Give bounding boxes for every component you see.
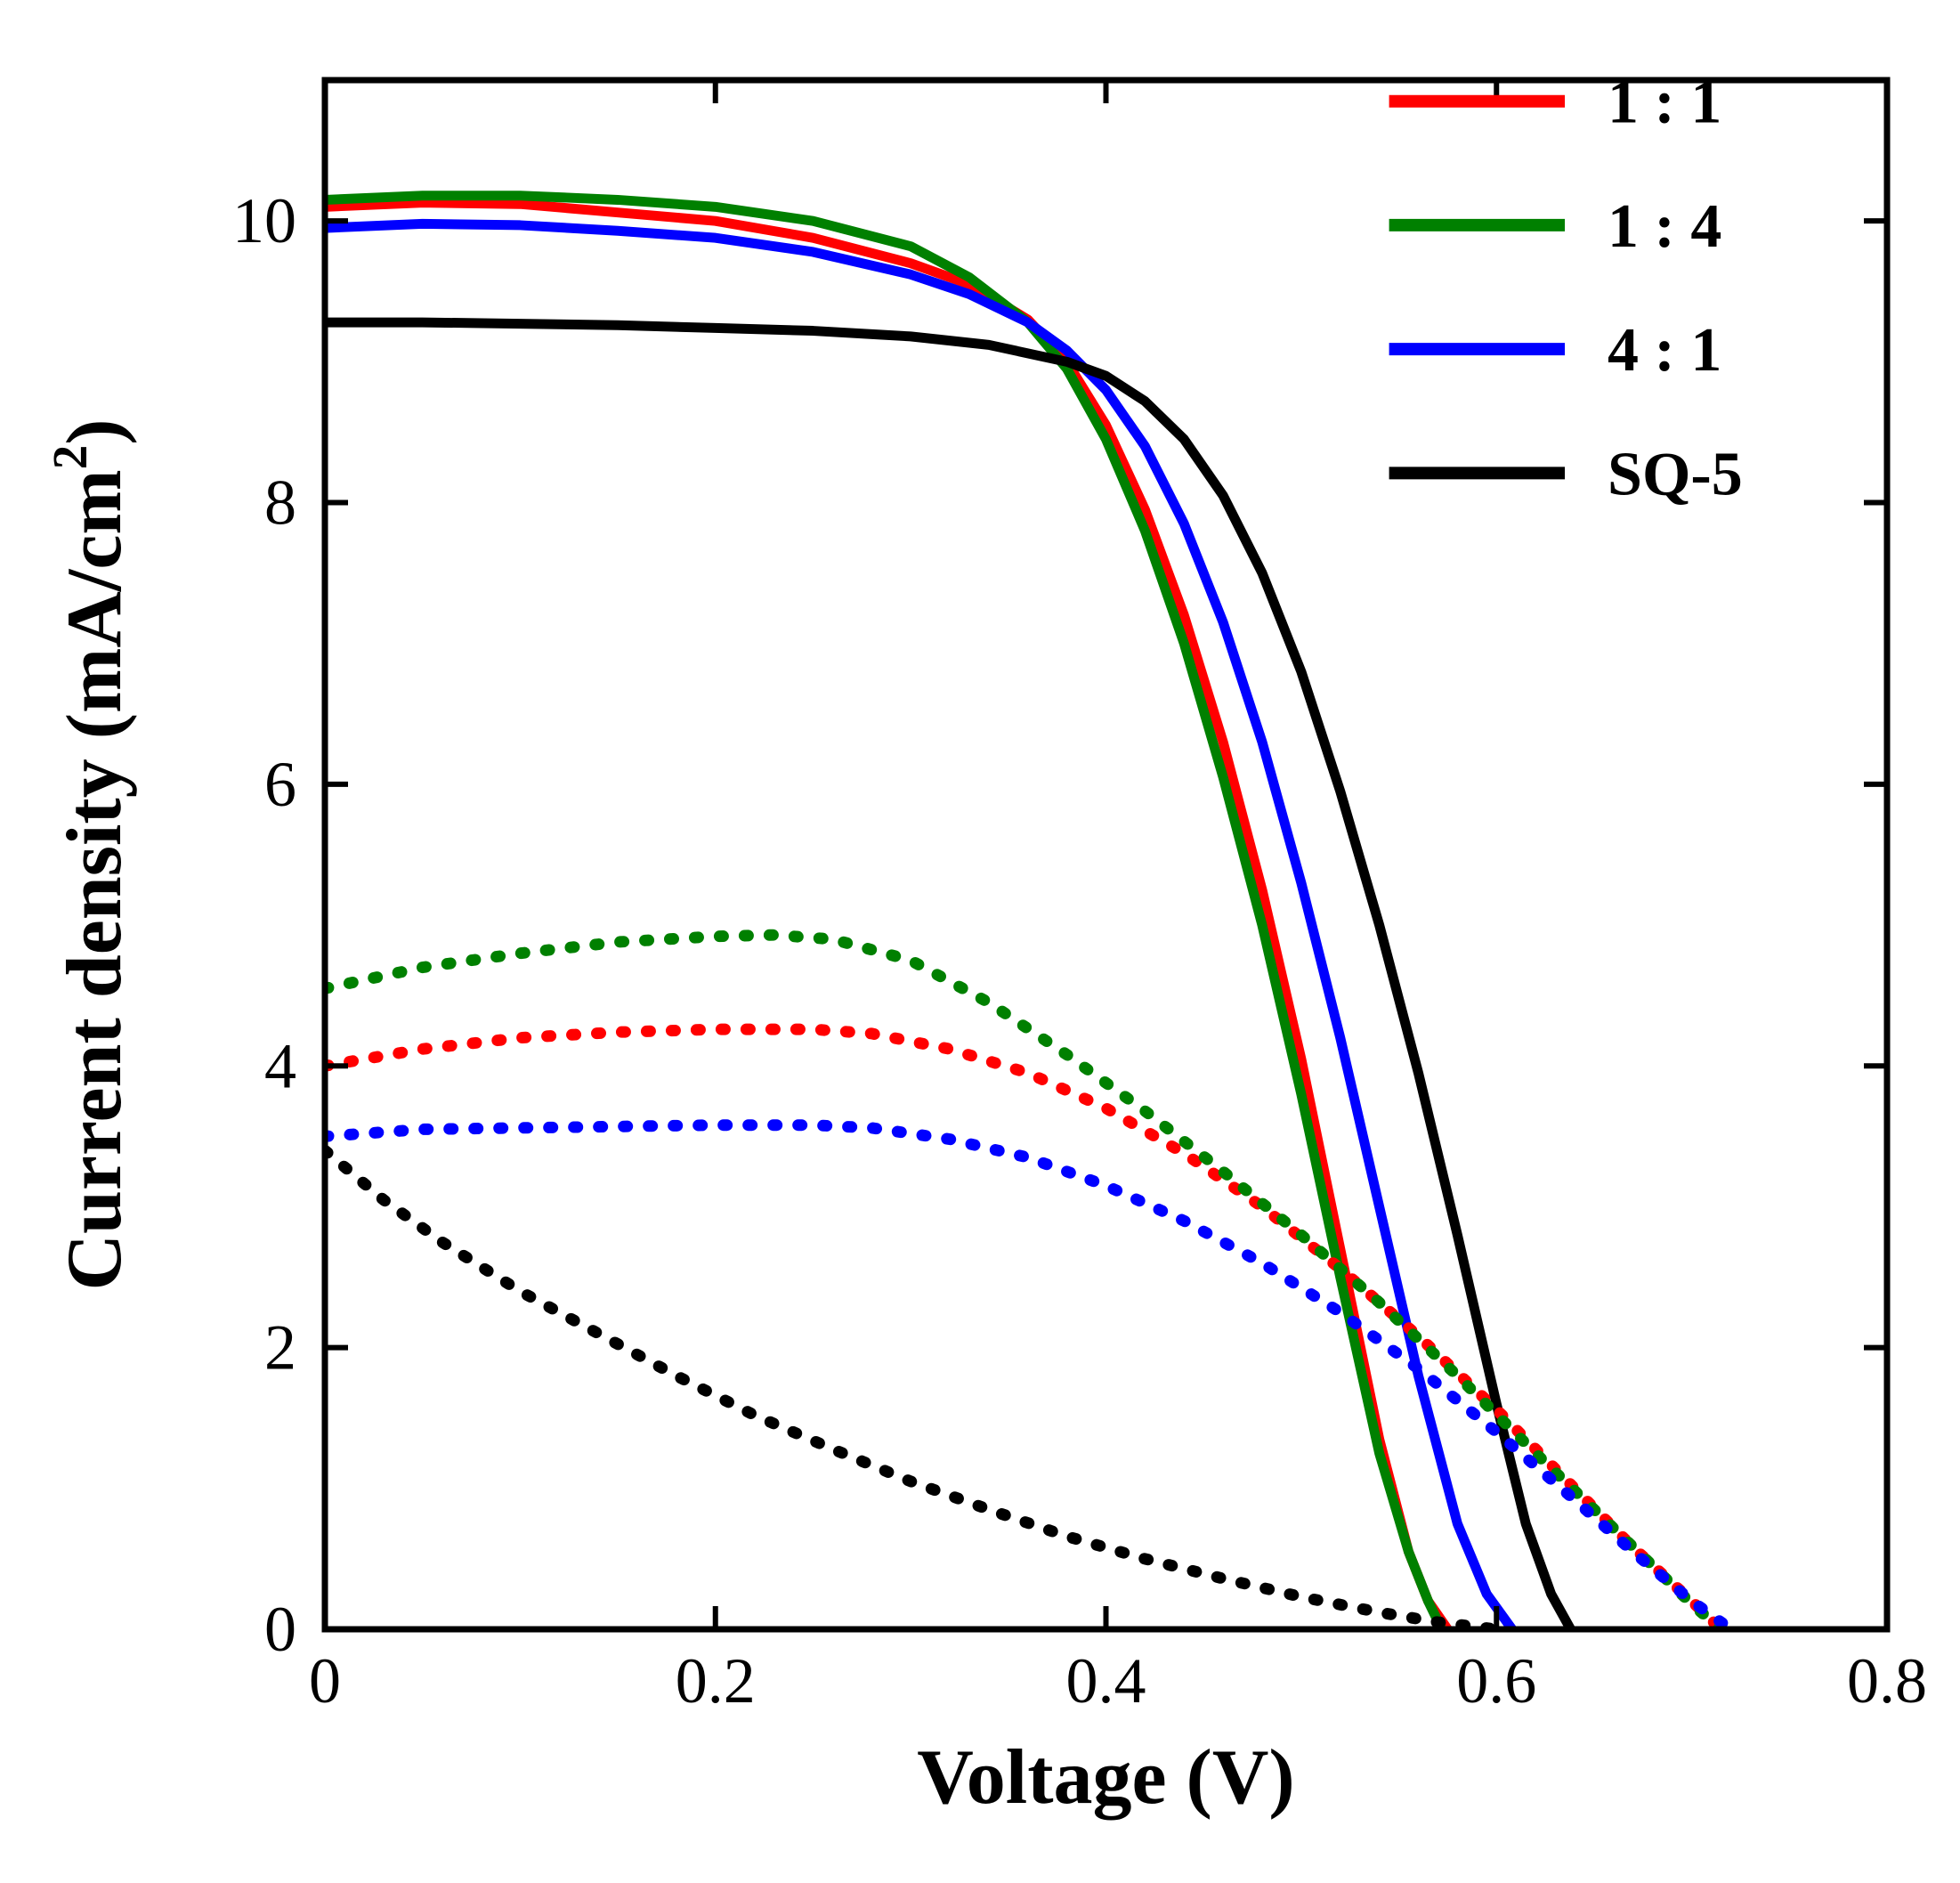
ytick-label: 10	[232, 185, 296, 256]
ytick-label: 6	[264, 749, 296, 820]
xtick-label: 0.2	[676, 1645, 756, 1717]
legend-label: 4 : 1	[1608, 316, 1721, 385]
ytick-label: 0	[264, 1594, 296, 1665]
ytick-label: 2	[264, 1312, 296, 1384]
jv-chart: 0 0.2 0.4 0.6 0.8 0 2 4 6 8 10 Voltage (V) Current d…	[0, 0, 1960, 1883]
xtick-label: 0.6	[1456, 1645, 1536, 1717]
ytick-label: 4	[264, 1030, 296, 1101]
legend-label: 1 : 4	[1608, 192, 1721, 261]
legend-label: 1 : 1	[1608, 69, 1721, 137]
chart-svg: 0 0.2 0.4 0.6 0.8 0 2 4 6 8 10 Voltage (V) Current d…	[0, 0, 1960, 1883]
xtick-label: 0.8	[1847, 1645, 1927, 1717]
ytick-label: 8	[264, 467, 296, 539]
legend-label: SQ-5	[1608, 440, 1743, 508]
xtick-label: 0	[309, 1645, 341, 1717]
yaxis-label: Current density (mA/cm2)	[43, 418, 138, 1290]
xtick-label: 0.4	[1066, 1645, 1146, 1717]
xaxis-label: Voltage (V)	[917, 1734, 1294, 1821]
